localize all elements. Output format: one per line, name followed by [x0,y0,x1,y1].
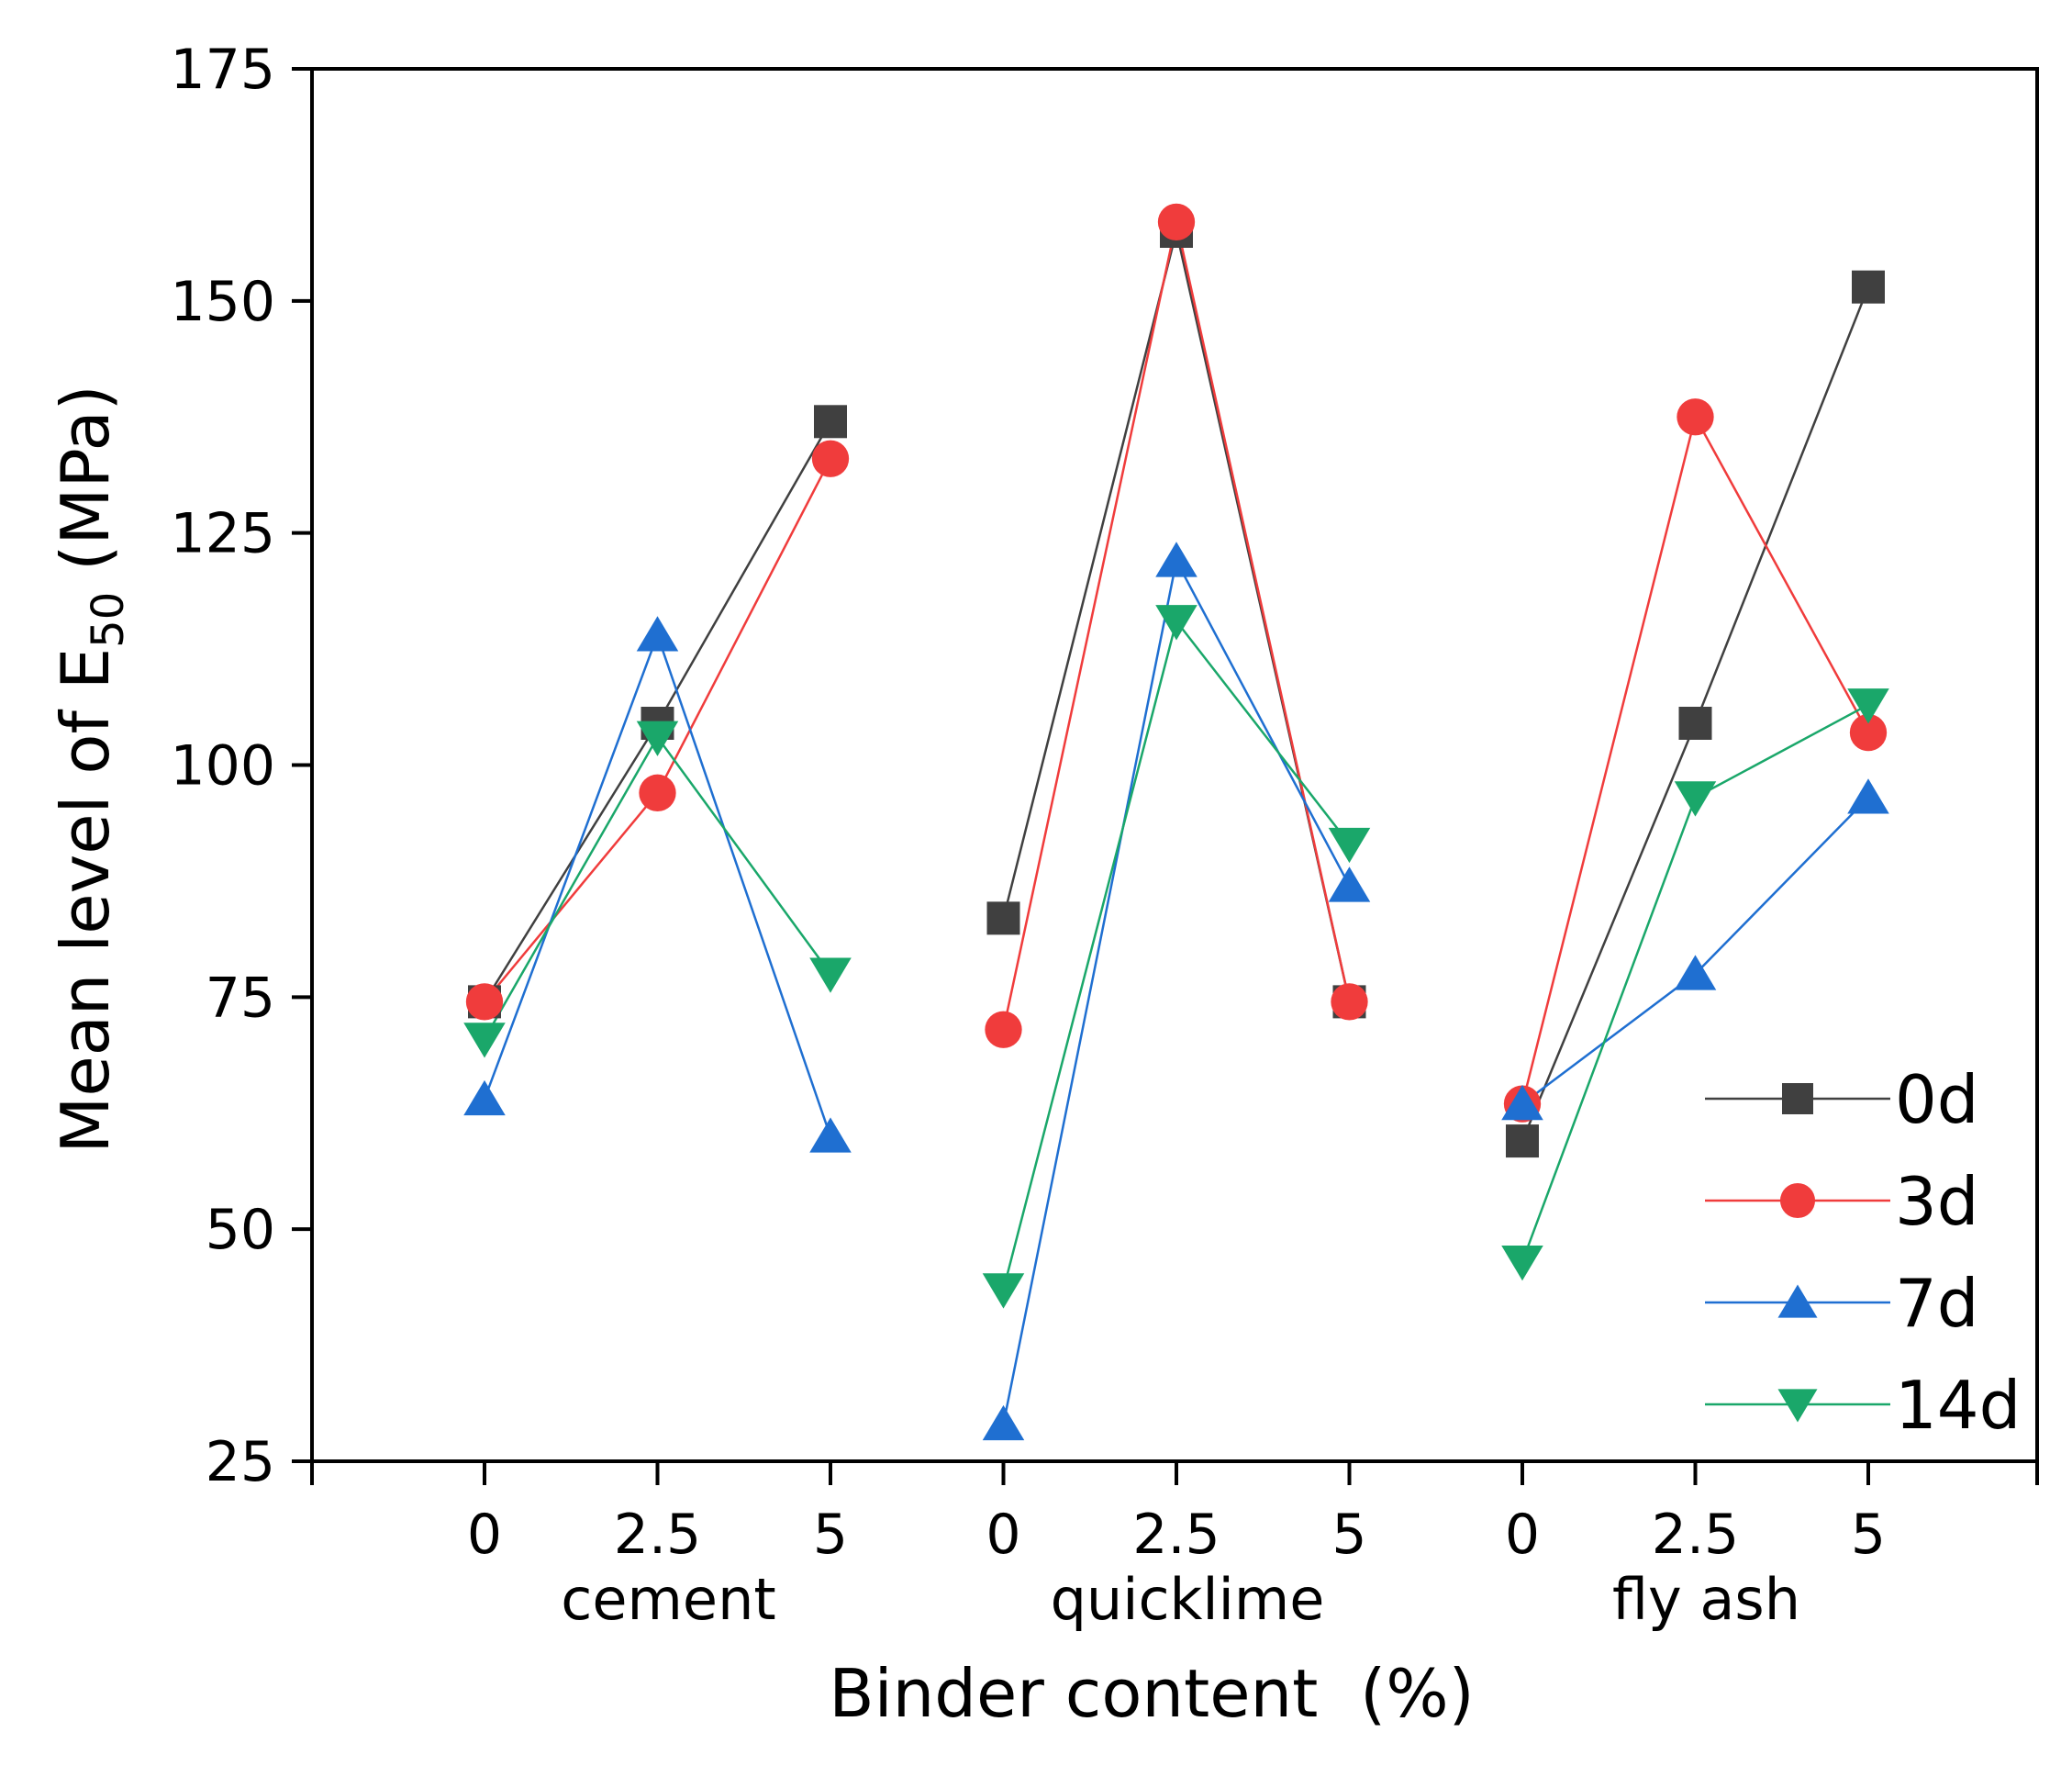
legend-label-0d: 0d [1895,1061,1979,1138]
legend-marker-14d [1777,1389,1818,1423]
data-point-14d [1501,1245,1543,1281]
data-point-14d [463,1023,506,1058]
data-point-14d [1674,781,1717,817]
legend-label-7d: 7d [1895,1265,1979,1342]
data-point-0d [814,405,847,439]
data-point-7d [982,1404,1025,1441]
data-point-3d [1677,398,1714,436]
data-point-3d [811,440,850,477]
series-line-14d [1002,618,1351,1291]
data-point-7d [636,616,679,652]
x-tick-label: 2.5 [614,1503,701,1567]
group-label: quicklime [1051,1566,1325,1633]
data-point-3d [639,774,676,812]
x-tick-label: 0 [1505,1503,1540,1567]
y-axis: 25 50 75 100 125 150 175 [170,38,312,1494]
data-point-7d [463,1079,506,1116]
data-point-7d [809,1117,852,1153]
y-axis-title-subscript: 50 [83,592,134,648]
series-line-3d [1521,413,1870,1104]
series-lines [483,221,1870,1425]
y-axis-title-main: Mean level of E [47,648,124,1154]
data-point-0d [986,901,1020,935]
x-tick-label: 0 [467,1503,502,1567]
legend-marker-7d [1777,1284,1818,1318]
legend-label-3d: 3d [1895,1163,1979,1240]
y-tick-label: 125 [170,502,275,566]
x-tick-label: 2.5 [1652,1503,1739,1567]
legend-label-14d: 14d [1895,1367,2021,1444]
series-markers [463,203,1889,1441]
data-point-7d [1847,778,1889,814]
data-point-0d [1678,706,1712,740]
data-point-7d [1674,955,1717,990]
data-point-3d [1157,203,1196,241]
y-axis-title-unit: (MPa) [47,385,124,592]
series-line-7d [1002,557,1351,1425]
x-tick-label: 2.5 [1132,1503,1220,1567]
y-tick-label: 150 [170,270,275,334]
y-tick-label: 50 [206,1198,275,1262]
data-point-3d [1849,713,1888,752]
x-axis-title: Binder content (%) [829,1655,1475,1732]
data-point-3d [1331,983,1368,1021]
data-point-14d [1328,827,1371,864]
data-point-3d [465,983,504,1021]
group-label: cement [561,1566,775,1633]
y-tick-label: 100 [170,734,275,799]
data-point-0d [1506,1124,1539,1158]
x-tick-label: 5 [1331,1503,1366,1567]
data-point-7d [1501,1084,1543,1121]
data-point-7d [1155,542,1198,577]
y-tick-label: 75 [206,966,275,1030]
data-point-14d [636,721,679,756]
legend-marker-3d [1779,1182,1816,1219]
y-tick-label: 25 [206,1430,275,1494]
series-line-7d [1521,797,1869,1105]
legend-marker-0d [1782,1083,1813,1114]
data-point-0d [1852,270,1885,304]
plot-frame [310,67,2039,1463]
x-tick-label: 5 [1851,1503,1886,1567]
data-point-3d [985,1011,1022,1048]
data-point-14d [1155,605,1198,641]
data-point-14d [1847,688,1889,724]
data-point-14d [809,957,852,993]
y-axis-title: Mean level of E50 (MPa) [47,385,134,1154]
legend: 0d 3d 7d 14d [1705,1061,2021,1444]
x-tick-label: 0 [986,1503,1020,1567]
data-point-7d [1328,866,1371,902]
y-tick-label: 175 [170,38,275,102]
x-tick-label: 5 [813,1503,848,1567]
data-point-14d [982,1273,1025,1309]
group-label: fly ash [1612,1566,1800,1633]
